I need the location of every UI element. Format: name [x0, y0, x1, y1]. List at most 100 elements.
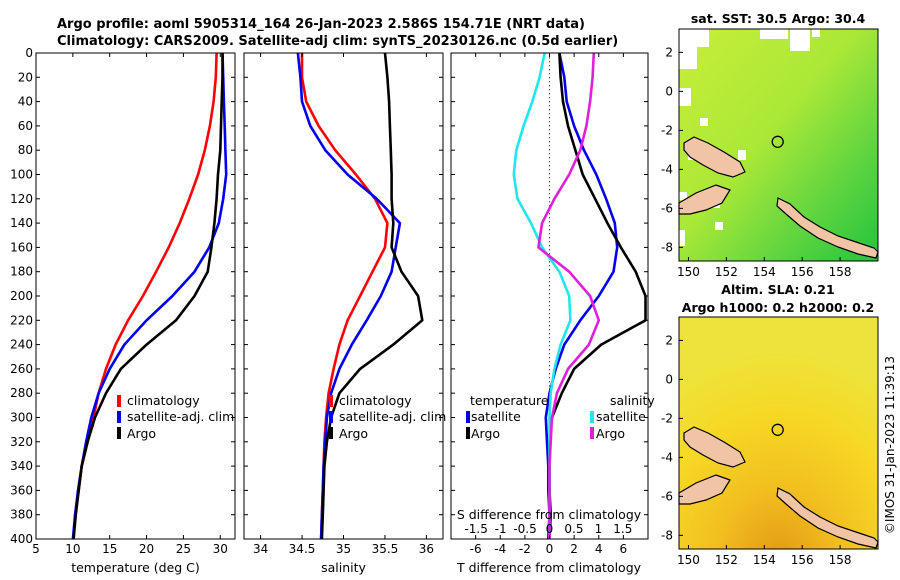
sla-map-ticks: 150 152 154 156 158 2 0 -2 -4 -6 -8: [661, 333, 852, 567]
legend-label-temp-argo: Argo: [471, 426, 500, 441]
sst-papua-coast: [678, 184, 731, 215]
legend-label-climatology: climatology: [339, 393, 412, 408]
x-tick-label: -4: [494, 542, 506, 556]
s-diff-tick-label: 0.5: [564, 522, 583, 536]
legend-swatch-temp-argo: [466, 427, 470, 439]
sst-map-title: sat. SST: 30.5 Argo: 30.4: [691, 11, 866, 26]
sla-field: [679, 317, 878, 549]
s-diff-tick-label: -0.5: [513, 522, 536, 536]
title-line-2: Climatology: CARS2009. Satellite-adj cli…: [57, 34, 618, 49]
map-y-tick-label: 0: [665, 372, 673, 386]
series-line-temperature-satellite: [544, 52, 619, 540]
sla-argo-location-marker: [771, 423, 784, 436]
x-tick-label: 4: [595, 542, 603, 556]
x-tick-label: 34: [253, 542, 268, 556]
legend-label-argo: Argo: [339, 426, 368, 441]
legend-swatch-satellite: [329, 411, 333, 423]
y-tick-label: 160: [10, 240, 33, 254]
map-y-tick-label: -6: [661, 489, 673, 503]
salinity-panel: 34 34.5 35 35.5 36 salinity climatology sate…: [243, 52, 446, 575]
temperature-series-group: [71, 52, 228, 540]
s-diff-tick-label: 1: [595, 522, 603, 536]
map-x-tick-label: 158: [829, 265, 852, 279]
map-y-tick-label: -8: [661, 528, 673, 542]
temperature-xlabel: temperature (deg C): [71, 560, 200, 575]
series-line-argo: [320, 52, 424, 540]
y-tick-label: 280: [10, 386, 33, 400]
x-tick-label: 25: [176, 542, 191, 556]
sst-map-panel: sat. SST: 30.5 Argo: 30.4 150 152 154 156 15…: [661, 11, 879, 279]
temperature-legend: climatology satellite-adj. clim Argo: [117, 393, 234, 441]
series-line-satellite-adj-clim: [71, 52, 228, 540]
x-tick-label: 35.5: [372, 542, 399, 556]
sst-new-britain-coast: [776, 197, 879, 259]
legend-label-sal-argo: Argo: [596, 426, 625, 441]
x-tick-label: 20: [139, 542, 154, 556]
map-x-tick-label: 156: [791, 265, 814, 279]
map-y-tick-label: 2: [665, 45, 673, 59]
temperature-axes-frame: [35, 52, 236, 540]
y-tick-label: 60: [18, 119, 33, 133]
y-tick-label: 380: [10, 508, 33, 522]
map-x-tick-label: 158: [829, 553, 852, 567]
y-tick-label: 140: [10, 216, 33, 230]
legend-swatch-sal-argo: [590, 427, 594, 439]
x-tick-label: 35: [336, 542, 351, 556]
y-tick-label: 240: [10, 338, 33, 352]
map-y-tick-label: -8: [661, 240, 673, 254]
map-y-tick-label: -6: [661, 201, 673, 215]
sst-map-ticks: 150 152 154 156 158 2 0 -2 -4 -6 -8: [661, 45, 852, 279]
y-tick-label: 320: [10, 435, 33, 449]
legend-label-climatology: climatology: [127, 393, 200, 408]
x-tick-label: 30: [213, 542, 228, 556]
y-tick-label: 120: [10, 192, 33, 206]
sla-map-panel: Altim. SLA: 0.21 Argo h1000: 0.2 h2000: …: [661, 282, 879, 567]
s-diff-tick-label: -1: [495, 522, 507, 536]
y-tick-label: 300: [10, 411, 33, 425]
x-tick-label: -2: [519, 542, 531, 556]
temperature-ticks-group: 5 10 15 20 25 3002040608010012014016018020022…: [10, 46, 235, 556]
y-tick-label: 220: [10, 313, 33, 327]
map-x-tick-label: 152: [715, 265, 738, 279]
series-line-salinity-satellite: [512, 52, 572, 539]
salinity-legend: climatology satellite-adj. clim Argo: [329, 393, 446, 441]
legend-label-satellite: satellite-adj. clim: [339, 409, 446, 424]
sla-map-frame: [678, 316, 879, 550]
x-tick-label: 36: [419, 542, 434, 556]
t-difference-label: T difference from climatology: [456, 560, 642, 575]
legend-swatch-temp-satellite: [466, 411, 470, 423]
x-tick-label: 2: [570, 542, 578, 556]
x-tick-label: 5: [32, 542, 40, 556]
legend-label-sal-satellite: satellite: [596, 409, 646, 424]
map-y-tick-label: 2: [665, 333, 673, 347]
difference-ticks-group: -6 -4 -2 0 2 4 6: [451, 52, 648, 556]
x-tick-label: 6: [620, 542, 628, 556]
map-x-tick-label: 156: [791, 553, 814, 567]
legend-title-salinity: salinity: [610, 393, 655, 408]
x-tick-label: 15: [102, 542, 117, 556]
y-tick-label: 260: [10, 362, 33, 376]
s-difference-label: S difference from climatology: [457, 507, 642, 522]
difference-legend: temperature salinity satellite Argo sate…: [466, 393, 655, 441]
map-y-tick-label: 0: [665, 84, 673, 98]
s-diff-tick-label: -1.5: [464, 522, 487, 536]
copyright-stamp: ©IMOS 31-Jan-2023 11:39:13: [883, 356, 897, 534]
map-x-tick-label: 154: [753, 265, 776, 279]
legend-swatch-climatology: [117, 395, 121, 407]
salinity-series-group: [296, 52, 424, 540]
sla-papua-coast: [678, 474, 731, 505]
sla-map-title-line-2: Argo h1000: 0.2 h2000: 0.2: [682, 300, 874, 315]
y-tick-label: 340: [10, 459, 33, 473]
salinity-axes-frame: [243, 52, 444, 540]
legend-label-argo: Argo: [127, 426, 156, 441]
sla-new-guinea-coast: [683, 426, 746, 468]
map-y-tick-label: -2: [661, 123, 673, 137]
y-tick-label: 40: [18, 95, 33, 109]
y-tick-label: 100: [10, 168, 33, 182]
legend-swatch-satellite: [117, 411, 121, 423]
legend-swatch-climatology: [329, 395, 333, 407]
sst-argo-location-marker: [771, 135, 784, 148]
map-y-tick-label: -4: [661, 450, 673, 464]
legend-title-temperature: temperature: [470, 393, 549, 408]
map-y-tick-label: -4: [661, 162, 673, 176]
